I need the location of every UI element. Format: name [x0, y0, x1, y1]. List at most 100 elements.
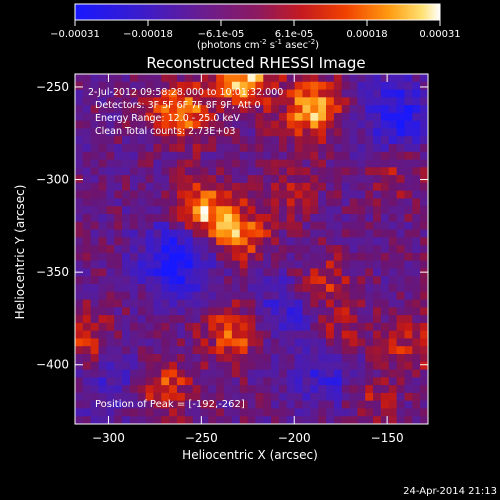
heatmap-cell [388, 299, 398, 308]
heatmap-cell [137, 408, 146, 417]
heatmap-cell [412, 284, 421, 293]
heatmap-cell [200, 206, 209, 215]
heatmap-cell [114, 159, 123, 168]
heatmap-cell [357, 322, 366, 332]
heatmap-cell [90, 182, 99, 192]
heatmap-cell [286, 214, 296, 223]
heatmap-cell [263, 284, 272, 293]
heatmap-cell [122, 330, 131, 339]
heatmap-cell [380, 315, 390, 324]
heatmap-cell [216, 159, 225, 168]
heatmap-cell [341, 237, 350, 246]
heatmap-cell [192, 151, 201, 160]
heatmap-cell [318, 81, 327, 90]
heatmap-cell [145, 338, 154, 347]
heatmap-cell [310, 330, 319, 339]
heatmap-cell [114, 74, 123, 83]
heatmap-cell [169, 206, 178, 215]
heatmap-cell [82, 245, 92, 254]
heatmap-cell [129, 245, 139, 254]
heatmap-cell [396, 214, 405, 223]
heatmap-cell [388, 182, 398, 192]
heatmap-cell [208, 299, 217, 308]
heatmap-cell [192, 159, 201, 168]
heatmap-cell [357, 392, 366, 402]
heatmap-cell [380, 120, 390, 129]
heatmap-cell [106, 400, 115, 409]
heatmap-cell [129, 400, 139, 409]
heatmap-cell [326, 338, 335, 347]
heatmap-cell [98, 105, 107, 114]
heatmap-cell [106, 128, 115, 137]
heatmap-cell [231, 144, 241, 153]
heatmap-cell [208, 97, 217, 106]
heatmap-cell [82, 167, 92, 176]
heatmap-cell [82, 151, 92, 160]
heatmap-cell [310, 214, 319, 223]
heatmap-cell [106, 291, 115, 300]
heatmap-cell [349, 330, 358, 339]
heatmap-cell [161, 105, 170, 114]
heatmap-cell [129, 136, 139, 145]
heatmap-cell [137, 206, 146, 215]
heatmap-cell [278, 276, 288, 285]
heatmap-cell [247, 377, 256, 386]
heatmap-cell [341, 120, 350, 129]
heatmap-cell [122, 198, 131, 207]
timestamp-footer: 24-Apr-2014 21:13 [403, 486, 497, 497]
heatmap-cell [114, 416, 123, 425]
heatmap-cell [404, 330, 413, 339]
heatmap-cell [286, 284, 296, 293]
heatmap-cell [98, 330, 107, 339]
heatmap-cell [192, 74, 201, 83]
heatmap-cell [129, 237, 139, 246]
heatmap-cell [380, 159, 390, 168]
heatmap-cell [200, 252, 209, 262]
heatmap-cell [216, 338, 225, 347]
heatmap-cell [106, 151, 115, 160]
heatmap-cell [255, 198, 264, 207]
heatmap-cell [153, 120, 162, 129]
heatmap-cell [161, 190, 170, 199]
heatmap-cell [106, 385, 115, 394]
heatmap-cell [169, 354, 178, 363]
heatmap-cell [176, 369, 186, 378]
heatmap-cell [333, 229, 343, 238]
heatmap-cell [224, 354, 233, 363]
heatmap-cell [286, 400, 296, 409]
heatmap-cell [349, 245, 358, 254]
heatmap-cell [82, 284, 92, 293]
heatmap-cell [326, 291, 335, 300]
heatmap-cell [231, 291, 241, 300]
heatmap-cell [388, 338, 398, 347]
heatmap-cell [318, 315, 327, 324]
heatmap-cell [161, 159, 170, 168]
colorbar-tick-label: −0.00031 [50, 29, 100, 40]
heatmap-cell [216, 400, 225, 409]
heatmap-cell [302, 385, 311, 394]
heatmap-cell [278, 346, 288, 355]
heatmap-cell [98, 354, 107, 363]
heatmap-cell [224, 315, 233, 324]
heatmap-cell [224, 416, 233, 425]
heatmap-cell [231, 136, 241, 145]
heatmap-cell [231, 221, 241, 230]
heatmap-cell [161, 284, 170, 293]
heatmap-cell [263, 245, 272, 254]
heatmap-cell [129, 361, 139, 370]
heatmap-cell [114, 354, 123, 363]
heatmap-cell [247, 260, 256, 269]
heatmap-cell [420, 260, 429, 269]
heatmap-cell [184, 315, 194, 324]
heatmap-cell [106, 221, 115, 230]
heatmap-cell [137, 260, 146, 269]
heatmap-cell [216, 268, 225, 277]
heatmap-cell [161, 330, 170, 339]
heatmap-cell [294, 322, 303, 332]
heatmap-cell [231, 276, 241, 285]
heatmap-cell [145, 144, 154, 153]
heatmap-cell [318, 237, 327, 246]
heatmap-cell [137, 385, 146, 394]
heatmap-cell [98, 284, 107, 293]
heatmap-cell [169, 198, 178, 207]
